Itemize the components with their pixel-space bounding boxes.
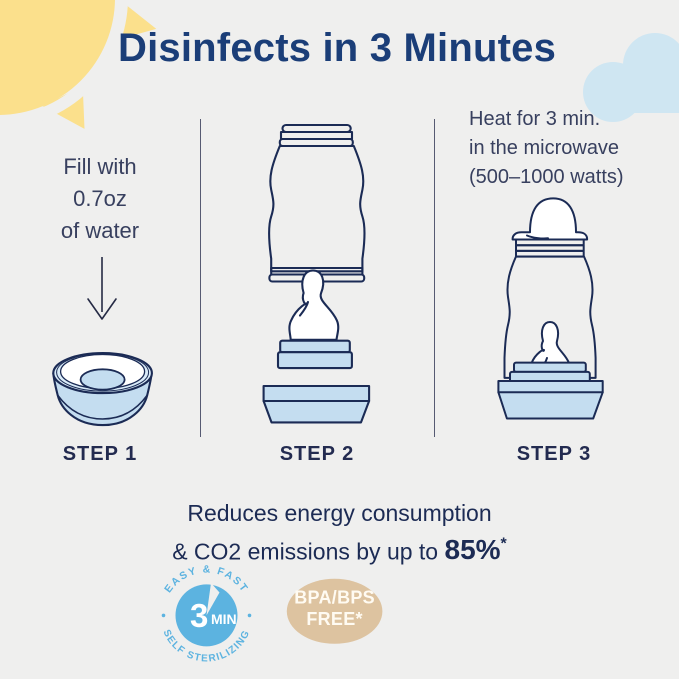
svg-text:FREE*: FREE* xyxy=(306,609,363,629)
svg-text:BPA/BPS: BPA/BPS xyxy=(294,588,375,608)
svg-text:3: 3 xyxy=(190,597,208,634)
svg-text:MIN: MIN xyxy=(211,611,237,627)
